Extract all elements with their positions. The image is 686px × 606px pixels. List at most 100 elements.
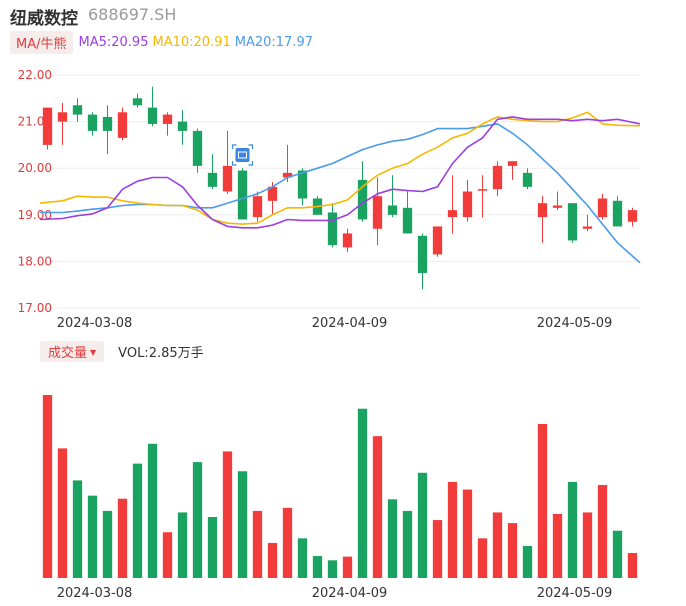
event-marker-icon[interactable] [231, 144, 254, 166]
candle [132, 93, 143, 108]
candle [297, 168, 308, 206]
volume-bar [372, 436, 383, 578]
candle [57, 102, 68, 145]
candle [207, 154, 218, 190]
volume-bar [312, 556, 323, 578]
volume-bar [477, 538, 488, 578]
x-tick-label: 2024-05-09 [537, 316, 613, 331]
candle-body [537, 203, 548, 218]
candle [477, 175, 488, 218]
candle [357, 161, 368, 222]
price-grid [40, 74, 640, 309]
candle-body [627, 210, 638, 222]
candle-body [117, 112, 128, 138]
candle [372, 177, 383, 246]
volume-series [42, 395, 638, 578]
candle [327, 203, 338, 248]
candle [222, 130, 233, 194]
candle [582, 214, 593, 232]
volume-bar [267, 542, 278, 578]
candle [192, 128, 203, 173]
candle-body [192, 130, 203, 166]
ma10-label: MA10:20.91 [152, 34, 231, 50]
volume-bar [252, 510, 263, 578]
candle [567, 203, 578, 243]
candle-body [612, 200, 623, 227]
ma5-label: MA5:20.95 [78, 34, 149, 50]
ma5-line [39, 116, 641, 229]
marker-box [235, 148, 250, 162]
candle [177, 109, 188, 145]
candle-body [462, 191, 473, 218]
candle-body [267, 186, 278, 201]
ma20-label: MA20:17.97 [234, 34, 313, 50]
candle [447, 175, 458, 234]
candle-body [507, 161, 518, 166]
candle-body [477, 189, 488, 191]
candle-body [447, 210, 458, 218]
candle [162, 112, 173, 136]
price-x-axis: 2024-03-08 2024-04-09 2024-05-09 [57, 316, 613, 331]
candle [102, 105, 113, 155]
y-tick-label: 20.00 [18, 161, 52, 175]
candle-body [327, 212, 338, 246]
ma-legend: MA/牛熊 MA5:20.95 MA10:20.91 MA20:17.97 [10, 30, 317, 54]
volume-bar [612, 530, 623, 578]
candle [282, 144, 293, 183]
candle [342, 228, 353, 253]
volume-bar [87, 495, 98, 578]
candle [117, 107, 128, 141]
candle-body [132, 98, 143, 106]
candle-body [582, 226, 593, 229]
volume-bar [417, 472, 428, 578]
volume-legend: 成交量 ▼ VOL:2.85万手 [40, 340, 204, 362]
candle [537, 196, 548, 243]
candle-body [57, 112, 68, 122]
candle-body [102, 116, 113, 131]
volume-bar [597, 484, 608, 578]
stock-code: 688697.SH [88, 5, 177, 24]
candle [522, 168, 533, 190]
candle [387, 175, 398, 218]
volume-bar [342, 556, 353, 578]
caret-down-icon: ▼ [90, 347, 97, 357]
candle-body [597, 198, 608, 218]
candle [42, 107, 53, 150]
volume-bar [192, 462, 203, 578]
volume-indicator-toggle[interactable]: 成交量 ▼ [40, 340, 105, 362]
candle-body [207, 172, 218, 187]
candle-body [417, 235, 428, 274]
volume-bar [387, 499, 398, 578]
candle [492, 161, 503, 197]
marker-glyph [238, 151, 247, 159]
volume-bar [162, 532, 173, 578]
volume-bar [42, 395, 53, 578]
volume-bar [447, 481, 458, 578]
volume-bar [177, 512, 188, 578]
volume-bar [222, 451, 233, 578]
y-tick-label: 19.00 [18, 208, 52, 222]
candle-body [252, 196, 263, 218]
candle [147, 86, 158, 127]
candle-body [282, 172, 293, 178]
volume-bar [522, 545, 533, 578]
candle [507, 161, 518, 180]
volume-bar [582, 512, 593, 578]
volume-bar [282, 507, 293, 578]
candle [87, 112, 98, 136]
candle [462, 179, 473, 222]
candle-body [552, 205, 563, 208]
candle [612, 196, 623, 227]
candle-body [357, 179, 368, 220]
candle-body [342, 233, 353, 248]
volume-bar [537, 423, 548, 578]
volume-bar [72, 480, 83, 578]
candle-body [222, 165, 233, 192]
candle-body [522, 172, 533, 187]
candle-body [42, 107, 53, 145]
volume-bar [402, 510, 413, 578]
candle-body [177, 121, 188, 131]
ma-indicator-toggle[interactable]: MA/牛熊 [10, 30, 73, 54]
